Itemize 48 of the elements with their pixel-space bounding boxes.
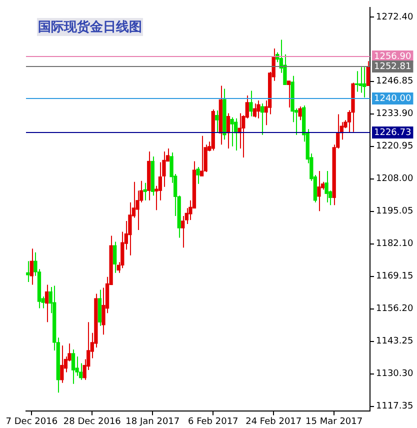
- candlestick: [181, 215, 185, 248]
- candlestick: [230, 116, 234, 147]
- y-tick-label: 1272.40: [376, 12, 414, 23]
- x-tick-label: 18 Jan 2017: [126, 416, 180, 427]
- y-tick-label: 1246.85: [376, 76, 414, 87]
- candlestick: [215, 110, 219, 134]
- candlestick: [30, 248, 34, 286]
- y-tick-label: 1143.25: [376, 336, 414, 347]
- candlestick: [26, 260, 30, 282]
- candlestick: [366, 60, 370, 86]
- ref-line-label: 1252.81: [374, 62, 412, 72]
- ref-line-label: 1256.90: [374, 52, 412, 62]
- x-tick-label: 15 Mar 2017: [306, 416, 363, 427]
- y-tick-label: 1208.00: [376, 174, 414, 184]
- x-tick-label: 7 Dec 2016: [6, 416, 58, 427]
- y-tick-label: 1156.20: [376, 304, 414, 314]
- candlestick: [60, 344, 64, 384]
- candlestick: [249, 90, 253, 117]
- y-tick-label: 1195.05: [376, 206, 414, 217]
- candlestick: [256, 100, 260, 119]
- x-tick-label: 24 Feb 2017: [246, 416, 302, 427]
- y-tick-label: 1182.10: [376, 239, 414, 250]
- candlestick: [358, 66, 362, 94]
- x-tick-label: 6 Feb 2017: [188, 416, 238, 427]
- x-tick-label: 28 Dec 2016: [63, 416, 122, 427]
- candlestick: [286, 80, 291, 108]
- candlestick: [252, 103, 257, 118]
- y-tick-label: 1169.15: [376, 272, 414, 282]
- candlestick: [260, 103, 264, 136]
- candlestick: [143, 182, 147, 201]
- y-tick-label: 1130.30: [376, 369, 414, 380]
- y-tick-label: 1117.35: [376, 402, 414, 412]
- ref-line-label: 1240.00: [374, 94, 412, 104]
- candlestick: [298, 106, 302, 121]
- candlestick: [362, 66, 366, 98]
- candlestick: [128, 202, 132, 256]
- candlestick: [196, 166, 200, 184]
- ref-line-label: 1226.73: [374, 128, 412, 138]
- text: 国际现货金日线图: [37, 18, 143, 36]
- candlestick: [120, 231, 124, 269]
- candlestick: [113, 241, 117, 274]
- y-tick-label: 1233.90: [376, 109, 414, 120]
- candlestick: [317, 170, 321, 212]
- candlestick: [324, 170, 328, 203]
- y-tick-label: 1220.95: [376, 142, 414, 152]
- candlestick: [200, 135, 204, 177]
- candlestick: [44, 284, 49, 323]
- candlestick: [71, 348, 76, 384]
